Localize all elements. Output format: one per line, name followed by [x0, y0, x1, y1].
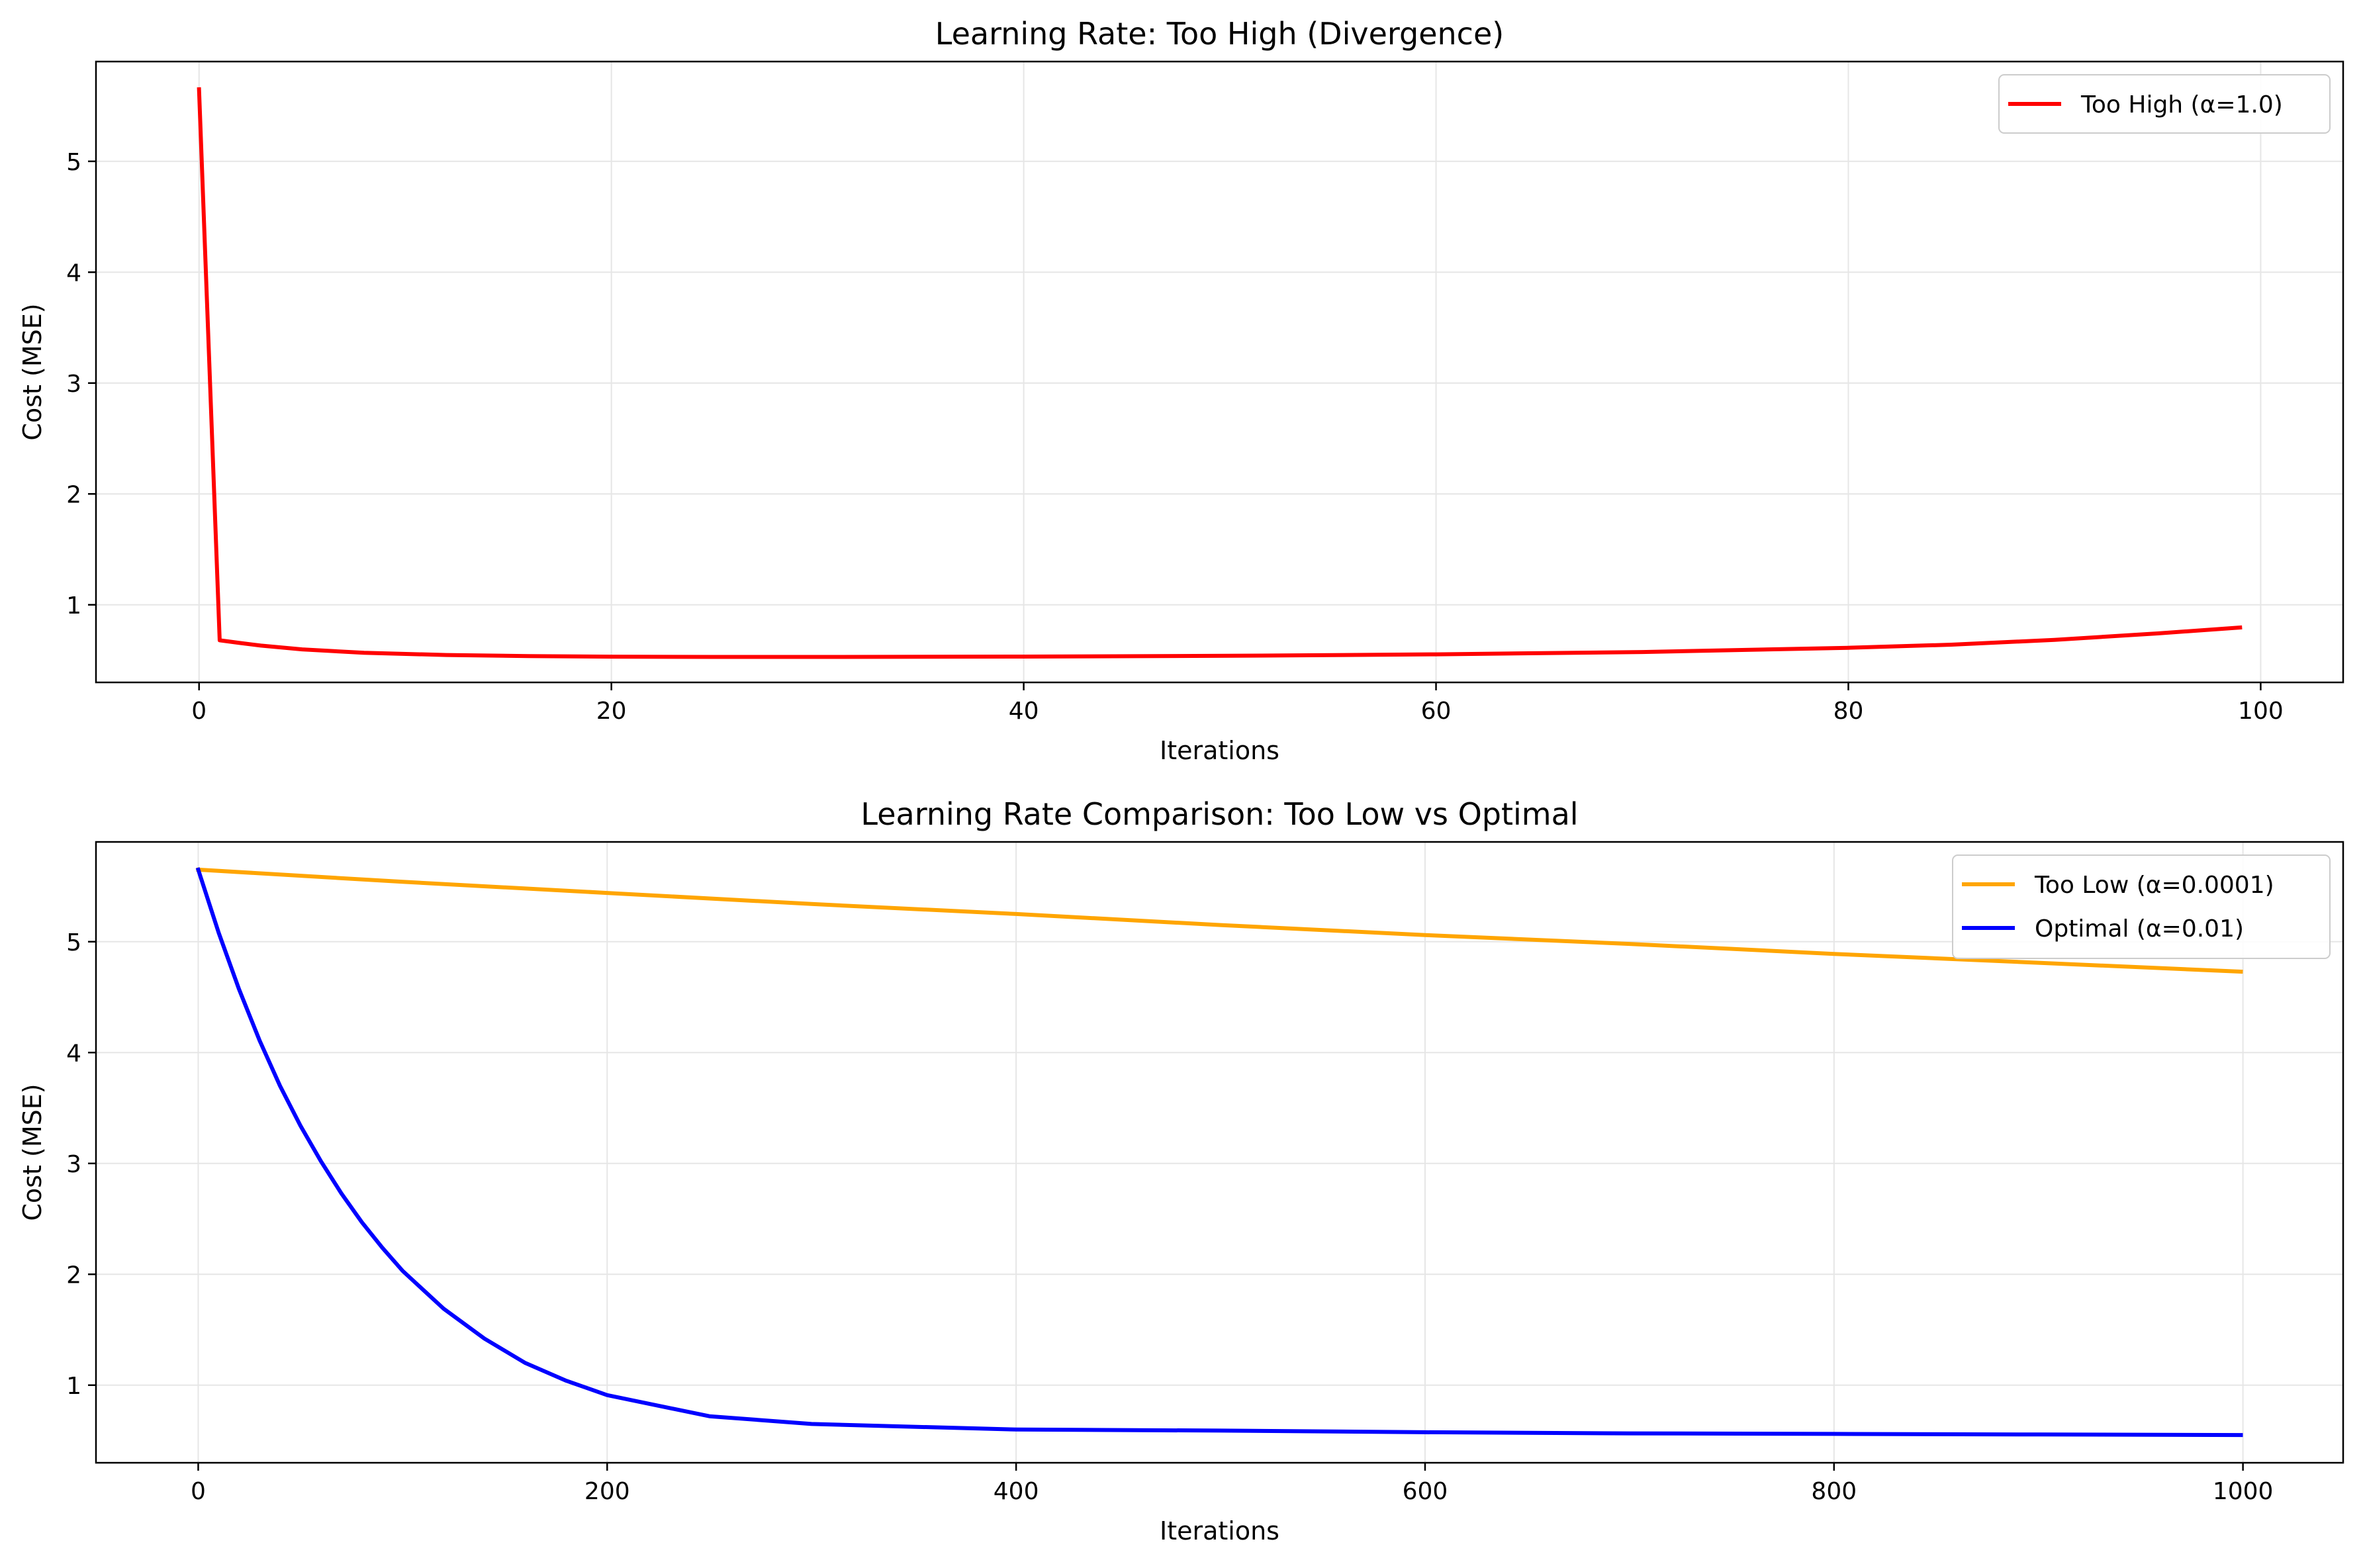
x-tick-label: 1000 — [2213, 1478, 2274, 1505]
x-axis-label: Iterations — [1160, 1516, 1279, 1545]
x-tick-label: 200 — [584, 1478, 630, 1505]
y-tick-label: 5 — [66, 929, 81, 956]
legend-box — [1998, 74, 2331, 134]
x-tick-label: 100 — [2238, 698, 2284, 725]
x-tick-label: 600 — [1403, 1478, 1448, 1505]
chart-title: Learning Rate Comparison: Too Low vs Opt… — [860, 796, 1578, 832]
axes-frame — [95, 841, 2344, 1464]
y-tick-label: 1 — [66, 1373, 81, 1400]
y-tick-label: 5 — [66, 149, 81, 176]
x-tick-label: 40 — [1009, 698, 1039, 725]
chart-title: Learning Rate: Too High (Divergence) — [935, 16, 1504, 52]
x-tick-label: 60 — [1421, 698, 1452, 725]
x-tick-label: 400 — [994, 1478, 1039, 1505]
x-tick-label: 0 — [191, 1478, 206, 1505]
series-line-1 — [195, 867, 2243, 1438]
axes-frame — [95, 60, 2344, 684]
series-line-0 — [196, 867, 2243, 974]
x-axis-label: Iterations — [1160, 736, 1279, 765]
y-axis-label: Cost (MSE) — [18, 1084, 47, 1221]
legend-label-0: Too High (α=1.0) — [2080, 91, 2283, 118]
legend-label-0: Too Low (α=0.0001) — [2034, 872, 2274, 899]
y-axis-label: Cost (MSE) — [18, 303, 47, 440]
legend-box — [1952, 854, 2331, 959]
x-tick-label: 0 — [191, 698, 207, 725]
y-tick-label: 3 — [66, 371, 81, 398]
y-tick-label: 3 — [66, 1151, 81, 1178]
x-tick-label: 80 — [1833, 698, 1864, 725]
y-tick-label: 2 — [66, 1262, 81, 1289]
chart-panel-too-high: 0 20 40 60 80 100 1 2 3 4 5 Learning Rate: Too High… — [18, 16, 2344, 765]
x-tick-label: 20 — [596, 698, 627, 725]
legend-label-1: Optimal (α=0.01) — [2035, 915, 2244, 943]
series-line-0 — [197, 87, 2243, 659]
y-tick-label: 2 — [66, 481, 81, 508]
y-tick-label: 4 — [66, 259, 81, 287]
y-tick-label: 4 — [66, 1040, 81, 1067]
y-tick-label: 1 — [66, 592, 81, 620]
chart-panel-comparison: 0 200 400 600 800 1000 1 2 3 4 5 Learning Rate Comp… — [18, 796, 2344, 1545]
x-tick-label: 800 — [1811, 1478, 1857, 1505]
